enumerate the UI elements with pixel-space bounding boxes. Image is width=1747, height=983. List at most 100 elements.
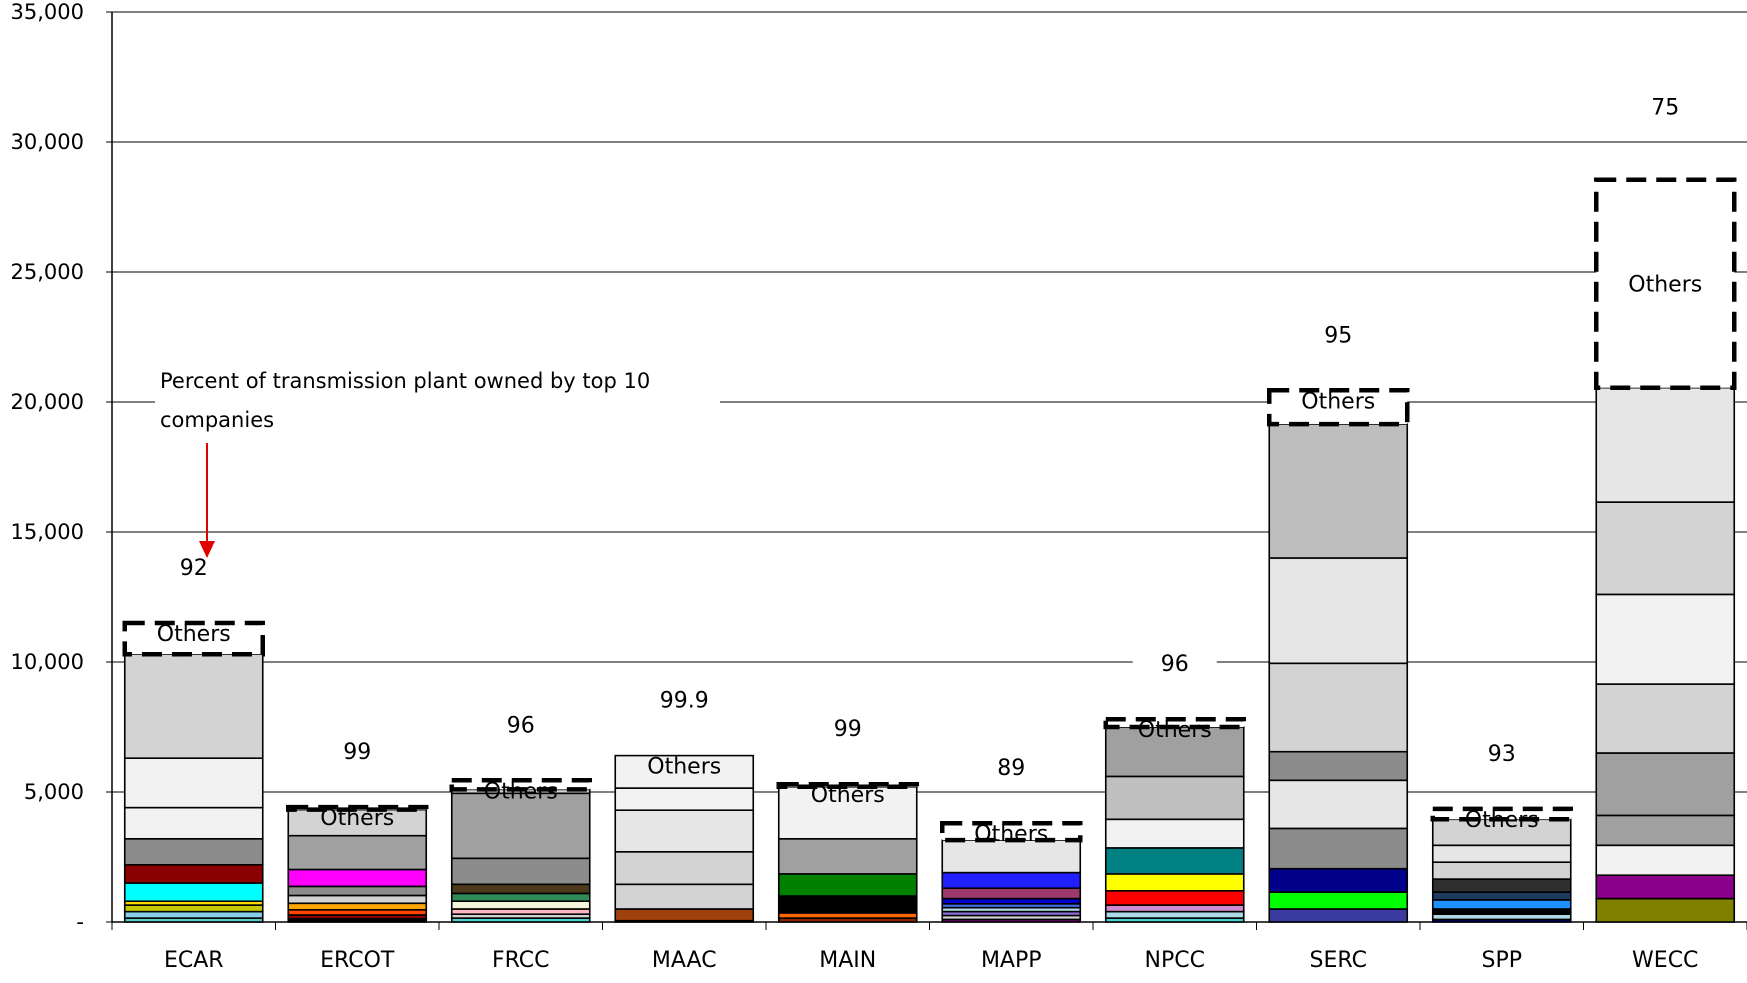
y-tick-label: 10,000 [11,650,84,674]
bar-segment-npcc [1104,775,1245,821]
bar-segment-maac [614,809,755,853]
others-label: Others [1301,389,1375,414]
bar-segment-ecar [123,910,264,919]
bar-segment-spp [1431,818,1572,847]
annotation-arrow-head [199,541,215,558]
bar-segment-maac [614,883,755,910]
bar-segment-ecar [123,806,264,840]
percent-label-spp: 93 [1488,742,1516,767]
bar-segment-ercot [287,885,428,897]
bar-segment-main [777,873,918,897]
bar-segment-serc [1268,662,1409,753]
percent-label-main: 99 [834,717,862,742]
others-segment-mapp [940,820,1083,843]
labels: Others 92 ECAR Others 99 ERCOT Others 96 FRCC Oth… [151,88,1708,973]
bar-segment-frcc [450,892,591,903]
bars [122,177,1737,923]
bar-segment-serc [1268,827,1409,870]
y-tick-label: 25,000 [11,260,84,284]
annotation-text-line2: companies [160,408,274,432]
category-label-mapp: MAPP [981,948,1042,973]
y-tick-label: 30,000 [11,130,84,154]
category-label-ercot: ERCOT [320,948,395,973]
bar-segment-mapp [941,839,1082,874]
category-label-wecc: WECC [1632,948,1698,973]
category-label-spp: SPP [1482,948,1523,973]
percent-label-npcc: 96 [1161,652,1189,677]
category-label-ecar: ECAR [164,948,224,973]
bar-segment-main [777,837,918,875]
percent-label-background [805,710,890,745]
bar-segment-ercot [287,868,428,888]
bar-segment-ecar [123,904,264,913]
bar-segment-wecc [1595,501,1736,596]
bar-segment-wecc [1595,814,1736,847]
others-label: Others [157,622,231,647]
others-label: Others [1628,273,1702,298]
y-tick-label: 15,000 [11,520,84,544]
bar-segment-npcc [1104,910,1245,919]
bar-segment-serc [1268,908,1409,923]
bar-segment-spp [1431,891,1572,901]
bar-segment-ercot [287,902,428,911]
others-label: Others [1138,718,1212,743]
bar-segment-maac [614,754,755,789]
bar-segment-npcc [1104,847,1245,875]
percent-label-background [1623,88,1708,123]
bar-segment-npcc [1104,726,1245,778]
others-segment-main [776,781,919,790]
bar-segment-serc [1268,867,1409,893]
others-label: Others [320,806,394,831]
percent-label-ercot: 99 [343,740,371,765]
bar-segment-npcc [1104,904,1245,913]
percent-label-background [1459,734,1544,769]
percent-label-frcc: 96 [507,713,535,738]
bar-segment-wecc [1595,752,1736,817]
percent-label-serc: 95 [1324,323,1352,348]
bar-segment-frcc [450,883,591,895]
percent-label-background [478,706,563,741]
others-segment-ecar [122,620,265,657]
bar-segment-mapp [941,887,1082,900]
bar-segment-frcc [450,900,591,910]
bar-segment-serc [1268,423,1409,559]
others-label: Others [484,779,558,804]
bar-segment-serc [1268,891,1409,910]
percent-label-mapp: 89 [997,756,1025,781]
bar-segment-wecc [1595,593,1736,685]
bar-segment-serc [1268,557,1409,665]
others-segment-serc [1267,388,1410,427]
bar-segment-wecc [1595,683,1736,754]
category-label-serc: SERC [1310,948,1367,973]
bar-segment-ecar [123,863,264,884]
percent-label-maac: 99.9 [660,689,709,714]
percent-label-background [969,749,1054,784]
y-tick-label: 5,000 [24,780,84,804]
others-label: Others [974,822,1048,847]
annotation-background [155,363,720,441]
bar-segment-npcc [1104,818,1245,849]
category-label-main: MAIN [819,948,876,973]
bar-segment-ercot [287,894,428,905]
others-segment-spp [1430,806,1573,822]
annotation: Percent of transmission plant owned by t… [155,363,720,558]
bar-segment-serc [1268,750,1409,782]
others-label: Others [811,783,885,808]
bar-segment-mapp [941,871,1082,889]
annotation-text-line1: Percent of transmission plant owned by t… [160,369,650,393]
others-segment-npcc [1103,716,1246,730]
bar-segment-ecar [123,837,264,866]
y-tick-label: 35,000 [11,0,84,24]
bar-segment-main [777,785,918,840]
bar-segment-spp [1431,878,1572,893]
percent-label-background [315,733,400,768]
bar-segment-ecar [123,653,264,760]
others-label: Others [647,755,721,780]
category-label-npcc: NPCC [1145,948,1205,973]
bar-segment-wecc [1595,897,1736,923]
bar-segment-maac [614,908,755,922]
percent-label-background [642,681,727,716]
category-label-frcc: FRCC [492,948,550,973]
percent-label-wecc: 75 [1651,96,1679,121]
